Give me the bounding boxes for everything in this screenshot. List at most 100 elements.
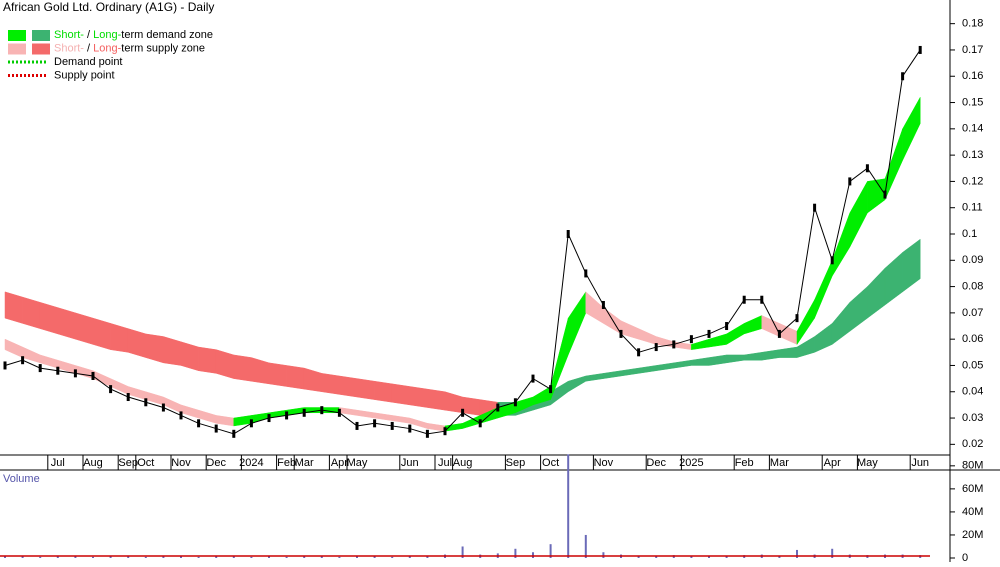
long-term-zone-segment bbox=[57, 307, 76, 340]
price-bar bbox=[355, 421, 359, 430]
price-bar bbox=[443, 427, 447, 436]
volume-bar bbox=[303, 555, 306, 558]
y-tick-label: 0 bbox=[962, 552, 968, 562]
volume-bar bbox=[602, 552, 605, 558]
long-term-zone-segment bbox=[4, 291, 23, 324]
x-tick-label: Dec bbox=[206, 457, 226, 469]
price-bar bbox=[672, 340, 676, 349]
price-bar bbox=[601, 300, 605, 309]
volume-bar bbox=[39, 556, 42, 558]
price-bar bbox=[390, 421, 394, 430]
volume-bar bbox=[708, 555, 710, 558]
y-tick-label: 80M bbox=[962, 460, 983, 472]
price-bar bbox=[232, 429, 236, 438]
y-tick-label: 0.13 bbox=[962, 149, 983, 161]
price-bar bbox=[179, 411, 183, 420]
volume-bar bbox=[215, 556, 218, 558]
long-term-zone-segment bbox=[462, 396, 481, 416]
volume-bar bbox=[250, 556, 253, 558]
x-tick-label: 2024 bbox=[239, 457, 263, 469]
legend-text: Supply point bbox=[54, 69, 115, 81]
price-bar bbox=[496, 403, 500, 412]
y-tick-label: 0.18 bbox=[962, 18, 983, 30]
long-term-zone-segment bbox=[356, 378, 375, 400]
short-term-zone-segment bbox=[902, 96, 921, 161]
long-term-zone-segment bbox=[127, 328, 147, 358]
price-bar bbox=[408, 424, 412, 433]
price-bar bbox=[73, 369, 77, 378]
price-bar bbox=[901, 72, 905, 81]
x-tick-label: 2025 bbox=[679, 457, 703, 469]
y-tick-label: 40M bbox=[962, 506, 983, 518]
price-bar bbox=[513, 398, 517, 407]
volume-bar bbox=[690, 556, 693, 558]
price-bar bbox=[777, 329, 781, 338]
volume-title: Volume bbox=[3, 473, 40, 485]
x-tick-label: Jun bbox=[401, 457, 419, 469]
x-tick-label: Mar bbox=[295, 457, 314, 469]
price-bar bbox=[760, 295, 764, 304]
x-tick-label: Aug bbox=[83, 457, 103, 469]
x-tick-label: Feb bbox=[277, 457, 296, 469]
volume-bar bbox=[197, 556, 200, 558]
volume-bar bbox=[831, 548, 834, 558]
price-bar bbox=[549, 385, 553, 394]
price-bar bbox=[813, 203, 817, 212]
legend-swatch bbox=[8, 43, 26, 55]
price-bar bbox=[883, 190, 887, 199]
volume-bar bbox=[338, 556, 341, 558]
price-bar bbox=[109, 385, 113, 394]
y-tick-label: 0.02 bbox=[962, 438, 983, 450]
legend-text: term supply zone bbox=[121, 42, 205, 54]
legend-text: Demand point bbox=[54, 56, 123, 68]
price-bar bbox=[566, 230, 570, 238]
legend-swatch bbox=[8, 30, 26, 41]
volume-bar bbox=[162, 556, 165, 558]
x-tick-label: May bbox=[857, 457, 878, 469]
volume-bar bbox=[74, 555, 77, 558]
y-tick-label: 0.03 bbox=[962, 412, 983, 424]
volume-bar bbox=[356, 556, 358, 558]
y-tick-label: 60M bbox=[962, 483, 983, 495]
volume-bar bbox=[285, 556, 288, 558]
long-term-zone-segment bbox=[75, 312, 94, 345]
price-bar bbox=[197, 419, 201, 428]
long-term-zone-segment bbox=[39, 302, 59, 335]
price-bar bbox=[584, 269, 588, 278]
price-bar bbox=[91, 371, 95, 380]
legend-label: Demand point bbox=[54, 56, 123, 68]
volume-bar bbox=[408, 556, 411, 558]
price-bar bbox=[795, 314, 799, 323]
x-tick-label: Jul bbox=[51, 457, 65, 469]
long-term-zone-segment bbox=[321, 373, 340, 395]
y-tick-label: 0.14 bbox=[962, 123, 983, 135]
legend-text: / bbox=[84, 29, 93, 41]
long-term-zone-segment bbox=[215, 349, 235, 379]
price-bar bbox=[654, 343, 658, 352]
long-term-zone-segment bbox=[409, 386, 428, 408]
price-bar bbox=[707, 329, 711, 338]
legend-text: Short- bbox=[54, 29, 84, 41]
y-tick-label: 0.16 bbox=[962, 70, 983, 82]
volume-bar bbox=[655, 555, 658, 558]
volume-bar bbox=[232, 555, 235, 558]
price-bar bbox=[637, 348, 641, 357]
price-bar bbox=[214, 424, 218, 433]
y-tick-label: 0.08 bbox=[962, 280, 983, 292]
y-tick-label: 0.1 bbox=[962, 228, 977, 240]
volume-bar bbox=[92, 556, 94, 558]
y-tick-label: 0.06 bbox=[962, 333, 983, 345]
volume-bar bbox=[532, 552, 534, 558]
x-tick-label: May bbox=[347, 457, 368, 469]
legend-label: Short- / Long-term supply zone bbox=[54, 42, 205, 54]
price-bar bbox=[144, 398, 148, 407]
chart-title: African Gold Ltd. Ordinary (A1G) - Daily bbox=[3, 0, 214, 14]
y-tick-label: 0.15 bbox=[962, 96, 983, 108]
price-bar bbox=[320, 406, 324, 415]
volume-bar bbox=[514, 548, 517, 558]
volume-bar bbox=[461, 546, 464, 558]
y-tick-label: 0.07 bbox=[962, 307, 983, 319]
volume-bar bbox=[144, 556, 147, 558]
